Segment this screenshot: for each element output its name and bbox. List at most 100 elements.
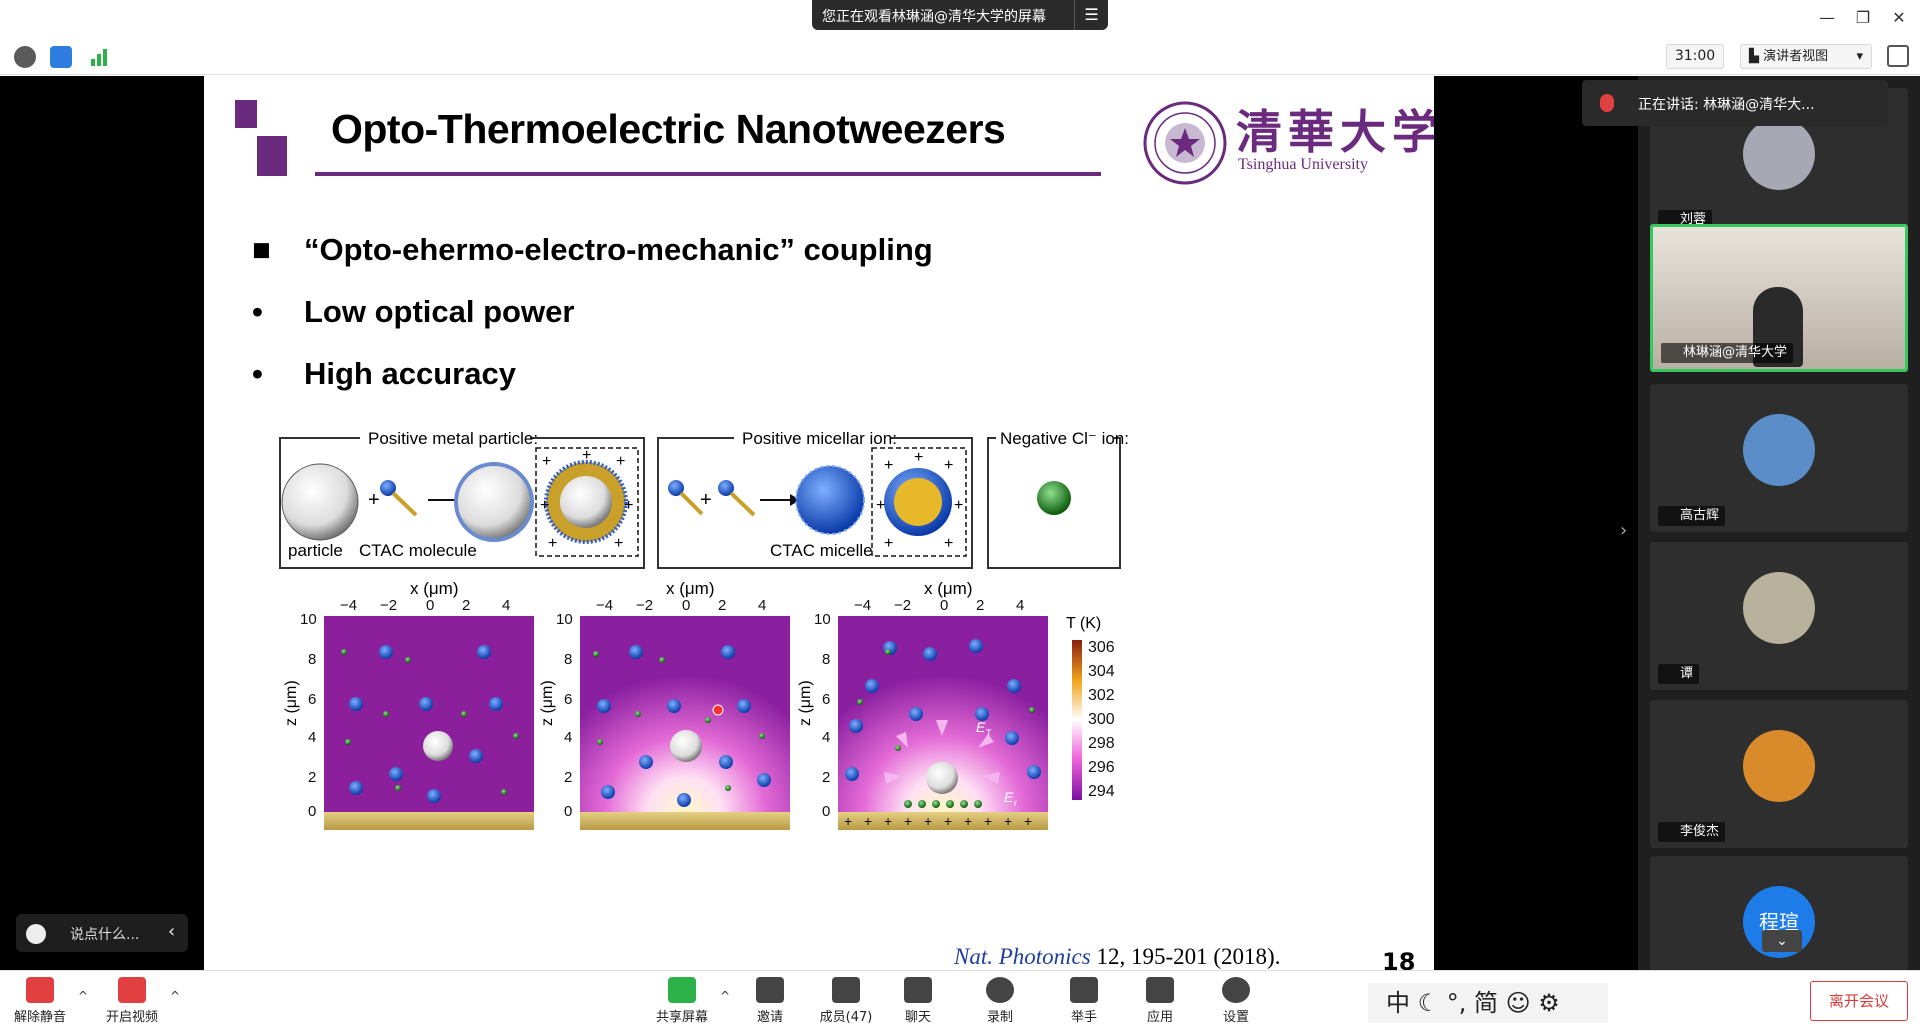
svg-text:2: 2 bbox=[976, 597, 984, 614]
slide-title: Opto-Thermoelectric Nanotweezers bbox=[331, 106, 1006, 152]
ctac-molecule-icon bbox=[380, 480, 396, 496]
video-off-icon bbox=[118, 977, 146, 1003]
signal-strength-icon[interactable] bbox=[88, 46, 110, 68]
bullet-text: Low optical power bbox=[304, 294, 575, 329]
chat-button[interactable]: 聊天 bbox=[878, 975, 958, 1029]
svg-text:10: 10 bbox=[814, 611, 831, 628]
svg-text:+: + bbox=[914, 449, 923, 466]
x-axis-label: x (μm) bbox=[666, 579, 715, 598]
shared-screen-area: Opto-Thermoelectric Nanotweezers 清華大学 Ts… bbox=[0, 76, 1648, 970]
start-video-button[interactable]: 开启视频 bbox=[92, 975, 172, 1029]
share-banner-text: 您正在观看林琳涵@清华大学的屏幕 bbox=[822, 9, 1046, 25]
microphone-muted-icon bbox=[1600, 94, 1614, 112]
svg-text:+: + bbox=[1024, 813, 1032, 829]
x-axis-label: x (μm) bbox=[924, 579, 973, 598]
participant-tile[interactable]: 程瑄 bbox=[1650, 856, 1908, 970]
chat-label: 聊天 bbox=[904, 1010, 931, 1025]
z-axis-label: z (μm) bbox=[539, 680, 556, 726]
panel-toggle-icon[interactable]: › bbox=[1620, 520, 1628, 541]
svg-text:+: + bbox=[700, 489, 712, 511]
security-shield-icon[interactable] bbox=[50, 46, 72, 68]
minimize-button[interactable]: — bbox=[1819, 8, 1835, 27]
chevron-down-icon: ▾ bbox=[1856, 49, 1863, 64]
ctac-molecule-label: CTAC molecule bbox=[359, 541, 477, 560]
svg-text:+: + bbox=[884, 813, 892, 829]
title-underline bbox=[315, 172, 1101, 176]
bullet-text: “Opto-ehermo-electro-mechanic” coupling bbox=[304, 232, 933, 267]
metal-particle-icon bbox=[281, 463, 359, 541]
speaking-text: 正在讲话: 林琳涵@清华大... bbox=[1638, 97, 1815, 113]
svg-text:+: + bbox=[884, 535, 893, 552]
svg-text:+: + bbox=[542, 453, 551, 470]
settings-button[interactable]: 设置 bbox=[1196, 975, 1276, 1029]
members-button[interactable]: 成员(47) bbox=[806, 975, 886, 1029]
share-screen-icon bbox=[668, 977, 696, 1003]
share-screen-button[interactable]: 共享屏幕 bbox=[642, 975, 722, 1029]
slide-page-number: 18 bbox=[1382, 948, 1416, 970]
speaker-view-icon: ▙ bbox=[1749, 49, 1764, 64]
quick-chat-box[interactable]: 说点什么... ‹ bbox=[16, 914, 188, 952]
svg-text:306: 306 bbox=[1088, 639, 1115, 656]
participant-tile[interactable]: 高古辉 bbox=[1650, 384, 1908, 532]
chat-placeholder: 说点什么... bbox=[70, 927, 140, 943]
svg-text:4: 4 bbox=[1016, 597, 1024, 614]
video-options-caret[interactable]: ^ bbox=[170, 989, 181, 1003]
bullet-marker: ■ bbox=[252, 232, 271, 267]
svg-text:+: + bbox=[614, 535, 623, 552]
svg-text:302: 302 bbox=[1088, 687, 1115, 704]
raise-hand-button[interactable]: 举手 bbox=[1044, 975, 1124, 1029]
svg-text:+: + bbox=[616, 453, 625, 470]
invite-button[interactable]: 邀请 bbox=[730, 975, 810, 1029]
emoji-icon[interactable] bbox=[26, 924, 46, 944]
participant-name: 谭 bbox=[1658, 664, 1700, 684]
participant-name: 林琳涵@清华大学 bbox=[1661, 343, 1794, 363]
settings-label: 设置 bbox=[1222, 1010, 1249, 1025]
screen-share-banner[interactable]: 您正在观看林琳涵@清华大学的屏幕 ☰ bbox=[812, 0, 1108, 30]
simulation-panel-a bbox=[324, 616, 534, 830]
svg-text:+: + bbox=[924, 813, 932, 829]
apps-button[interactable]: 应用 bbox=[1120, 975, 1200, 1029]
svg-text:−2: −2 bbox=[636, 597, 653, 614]
scroll-down-icon[interactable]: ⌄ bbox=[1762, 930, 1802, 952]
svg-text:+: + bbox=[844, 813, 852, 829]
input-method-toolbar[interactable]: 中 ☾ °, 简 ☺ ⚙ bbox=[1368, 983, 1608, 1023]
leave-meeting-button[interactable]: 离开会议 bbox=[1810, 981, 1908, 1021]
thermoelectric-field-label: E bbox=[976, 719, 986, 735]
restore-button[interactable]: ❐ bbox=[1855, 8, 1871, 27]
svg-text:+: + bbox=[582, 447, 591, 464]
colorbar-tick-labels: 306 304 302 300 298 296 294 bbox=[1088, 639, 1115, 800]
view-mode-button[interactable]: ▙ 演讲者视图 ▾ bbox=[1740, 44, 1872, 69]
participant-tile[interactable]: 李俊杰 bbox=[1650, 700, 1908, 848]
radial-field-label: E bbox=[1004, 789, 1014, 805]
svg-text:0: 0 bbox=[940, 597, 948, 614]
unmute-button[interactable]: 解除静音 bbox=[0, 975, 80, 1029]
citation-journal: Nat. Photonics bbox=[954, 944, 1091, 969]
avatar bbox=[1743, 730, 1815, 802]
participant-name: 高古辉 bbox=[1658, 506, 1726, 526]
audio-options-caret[interactable]: ^ bbox=[78, 989, 89, 1003]
svg-text:4: 4 bbox=[308, 729, 316, 746]
record-button[interactable]: 录制 bbox=[960, 975, 1040, 1029]
microphone-muted-icon bbox=[26, 977, 54, 1003]
bullet-marker: • bbox=[252, 294, 263, 329]
chat-collapse-icon[interactable]: ‹ bbox=[168, 921, 176, 942]
z-axis-label: z (μm) bbox=[283, 680, 300, 726]
close-button[interactable]: ✕ bbox=[1892, 8, 1906, 27]
svg-text:4: 4 bbox=[502, 597, 510, 614]
svg-text:0: 0 bbox=[682, 597, 690, 614]
svg-text:4: 4 bbox=[758, 597, 766, 614]
fullscreen-icon[interactable] bbox=[1887, 45, 1909, 67]
banner-menu-icon[interactable]: ☰ bbox=[1074, 0, 1108, 30]
z-tick-labels: 10 8 6 4 2 0 10 8 6 4 2 0 10 8 6 4 2 0 bbox=[300, 611, 831, 820]
citation: Nat. Photonics 12, 195-201 (2018). bbox=[954, 944, 1280, 970]
ctac-micelle-label: CTAC micelle bbox=[770, 541, 873, 560]
logo-english-name: Tsinghua University bbox=[1238, 156, 1368, 173]
invite-label: 邀请 bbox=[756, 1010, 783, 1025]
participant-tile[interactable]: 谭 bbox=[1650, 542, 1908, 690]
info-icon[interactable] bbox=[14, 46, 36, 68]
apps-label: 应用 bbox=[1146, 1010, 1173, 1025]
share-screen-label: 共享屏幕 bbox=[655, 1010, 708, 1025]
participant-tile-active[interactable]: 林琳涵@清华大学 bbox=[1650, 224, 1908, 372]
avatar bbox=[1743, 572, 1815, 644]
share-options-caret[interactable]: ^ bbox=[720, 989, 731, 1003]
